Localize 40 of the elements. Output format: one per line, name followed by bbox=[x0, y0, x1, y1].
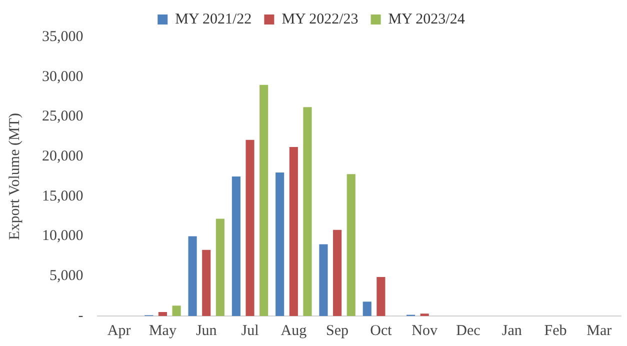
x-tick-label: Jun bbox=[196, 322, 218, 339]
y-tick-label: 25,000 bbox=[42, 108, 84, 125]
bar bbox=[289, 147, 298, 316]
x-tick-label: Nov bbox=[412, 322, 438, 339]
y-tick-label: 10,000 bbox=[42, 228, 84, 244]
bar bbox=[172, 306, 181, 316]
bar bbox=[202, 250, 211, 316]
bar bbox=[333, 230, 342, 316]
bar bbox=[232, 176, 240, 316]
y-tick-label: 35,000 bbox=[42, 28, 84, 45]
y-tick-label: 30,000 bbox=[42, 68, 84, 85]
bar bbox=[188, 236, 197, 316]
x-tick-label: Jul bbox=[241, 322, 259, 339]
bar bbox=[319, 244, 328, 316]
x-tick-label: Dec bbox=[456, 322, 481, 339]
y-tick-label: 15,000 bbox=[42, 188, 84, 204]
x-tick-label: Mar bbox=[586, 322, 612, 339]
x-tick-label: Aug bbox=[280, 322, 308, 339]
x-tick-label: Sep bbox=[326, 322, 349, 339]
x-tick-label: Oct bbox=[370, 322, 393, 339]
bar bbox=[376, 276, 386, 316]
bar bbox=[303, 107, 312, 316]
legend-label: MY 2022/23 bbox=[282, 11, 358, 28]
x-tick-label: Jan bbox=[502, 322, 522, 339]
bar bbox=[158, 312, 168, 316]
x-tick-label: Apr bbox=[107, 322, 131, 339]
x-tick-label: Feb bbox=[544, 322, 567, 339]
bar bbox=[276, 172, 284, 316]
legend-label: MY 2021/22 bbox=[175, 11, 252, 28]
bar bbox=[362, 302, 372, 316]
bar bbox=[260, 84, 268, 316]
y-tick-label: 20,000 bbox=[42, 148, 84, 165]
y-tick-label: - bbox=[78, 308, 84, 324]
bar bbox=[246, 140, 254, 316]
legend-label: MY 2023/24 bbox=[388, 11, 466, 28]
bar bbox=[216, 218, 224, 316]
y-tick-label: 5,000 bbox=[50, 268, 84, 284]
bar bbox=[346, 174, 356, 316]
y-axis-title: Export Volume (MT) bbox=[6, 113, 23, 240]
x-tick-label: May bbox=[148, 322, 177, 339]
